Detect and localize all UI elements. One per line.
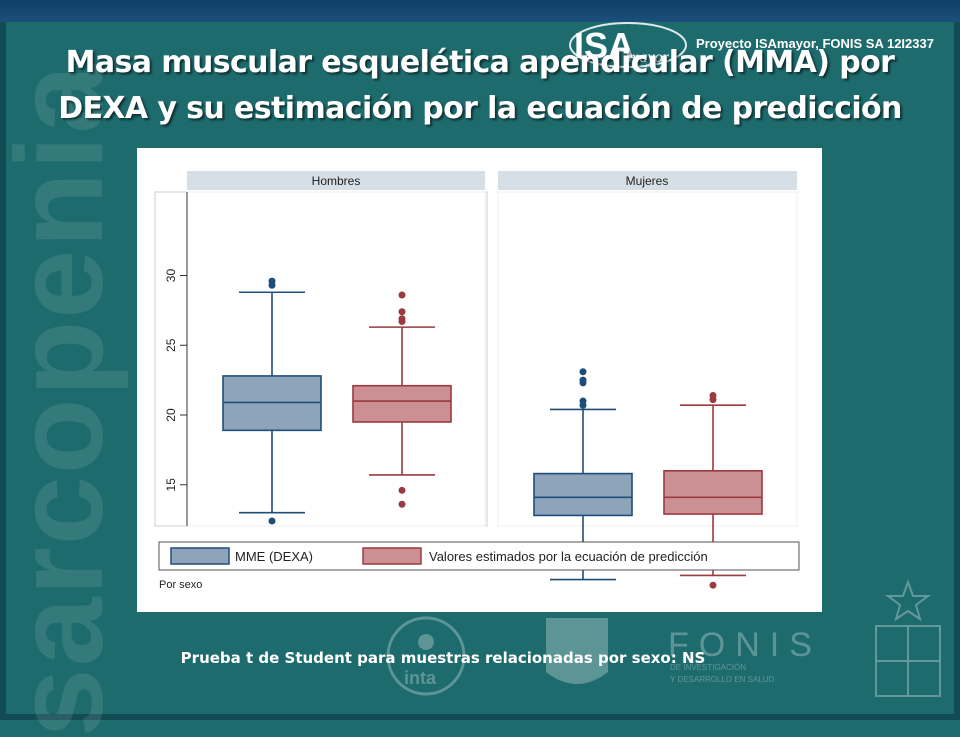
chart-marks xyxy=(222,277,763,589)
panel-label-hombres: Hombres xyxy=(312,174,361,188)
legend-label-dexa: MME (DEXA) xyxy=(235,549,313,564)
chart-panel: Hombres Mujeres 1015202530 MME (DEXA) Va… xyxy=(137,148,822,612)
outlier-point-3 xyxy=(579,376,587,384)
y-tick-label-25: 25 xyxy=(164,338,178,352)
project-label: Proyecto ISAmayor, FONIS SA 12I2337 xyxy=(696,36,934,51)
outlier-point-4 xyxy=(579,368,587,376)
outlier-point-3 xyxy=(398,315,406,323)
box-hombres-series-0 xyxy=(222,277,322,525)
legend-box xyxy=(158,541,800,571)
y-tick-label-20: 20 xyxy=(164,408,178,422)
footer-logos: inta FONIS DE INVESTIGACIÓN Y DESARROLLO… xyxy=(386,616,822,696)
slide-title: Masa muscular esquelética apendicular (M… xyxy=(0,40,960,132)
box-hombres-series-1 xyxy=(352,291,452,508)
left-border xyxy=(0,22,6,720)
box-iqr xyxy=(663,469,763,515)
panel-label-mujeres: Mujeres xyxy=(626,174,669,188)
outlier-point-0 xyxy=(398,500,406,508)
isamayor-logo: ISA mayor xyxy=(569,22,687,68)
inta-logo: inta xyxy=(386,616,466,696)
right-border xyxy=(954,22,960,720)
outlier-point-0 xyxy=(709,581,717,589)
panel-header-hombres-bg xyxy=(187,171,485,190)
footnote: Prueba t de Student para muestras relaci… xyxy=(180,649,706,667)
sarcopenia-watermark: sarcopenia xyxy=(0,62,129,737)
legend-label-prediction: Valores estimados por la ecuación de pre… xyxy=(429,549,708,564)
svg-text:ISA: ISA xyxy=(574,25,634,66)
y-tick-label-30: 30 xyxy=(164,269,178,283)
outlier-point-2 xyxy=(709,391,717,399)
university-crest xyxy=(875,579,941,697)
svg-text:inta: inta xyxy=(404,668,437,688)
svg-text:Y DESARROLLO EN SALUD: Y DESARROLLO EN SALUD xyxy=(670,675,775,684)
panel-hombres xyxy=(186,191,486,527)
panel-header-mujeres-bg xyxy=(498,171,797,190)
legend-swatch-dexa xyxy=(170,547,230,565)
outlier-point-4 xyxy=(398,308,406,316)
boxplot-chart: Hombres Mujeres 1015202530 MME (DEXA) Va… xyxy=(154,171,800,591)
box-mujeres-series-0 xyxy=(533,368,633,581)
chart-note: Por sexo xyxy=(159,579,202,591)
box-mujeres-series-1 xyxy=(663,391,763,589)
svg-text:mayor: mayor xyxy=(628,49,670,66)
box-iqr xyxy=(533,472,633,517)
outlier-point-2 xyxy=(268,277,276,285)
title-line-2: DEXA y su estimación por la ecuación de … xyxy=(58,91,902,126)
bottom-border xyxy=(0,714,960,720)
legend-swatch-prediction xyxy=(362,547,422,565)
y-tick-label-15: 15 xyxy=(164,478,178,492)
outlier-point-5 xyxy=(398,291,406,299)
svg-text:DE INVESTIGACIÓN: DE INVESTIGACIÓN xyxy=(670,663,746,672)
outlier-point-1 xyxy=(579,397,587,405)
svg-text:FONIS: FONIS xyxy=(668,626,822,664)
title-line-1: Masa muscular esquelética apendicular (M… xyxy=(65,45,895,80)
shield-logo xyxy=(546,618,608,684)
box-iqr xyxy=(352,384,452,423)
top-bar xyxy=(0,0,960,22)
outlier-point-1 xyxy=(398,486,406,494)
outlier-point-0 xyxy=(268,517,276,525)
fonis-logo: FONIS DE INVESTIGACIÓN Y DESARROLLO EN S… xyxy=(668,626,822,684)
